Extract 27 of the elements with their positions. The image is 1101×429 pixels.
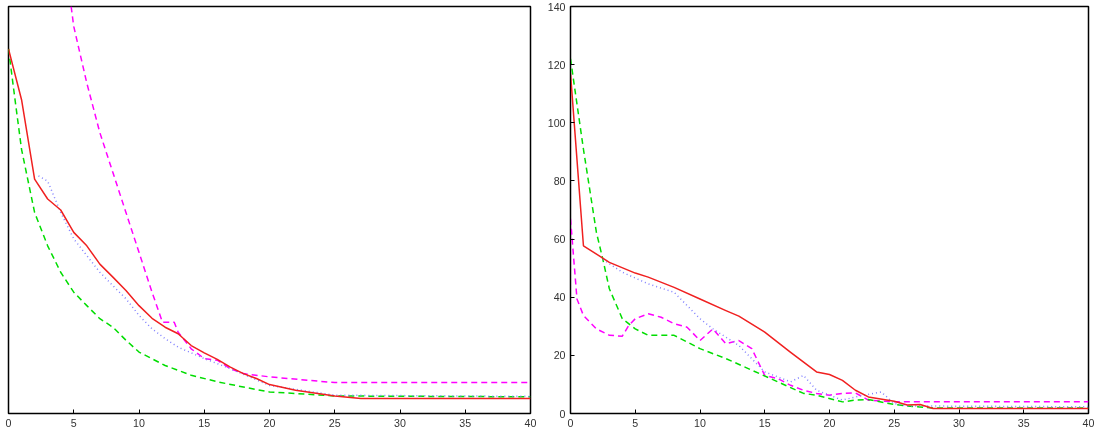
x-tick-label: 35 [459,416,472,429]
x-tick-label: 25 [328,416,341,429]
x-tick-label: 25 [888,416,901,429]
x-tick-label: 30 [953,416,965,429]
x-tick-label: 5 [70,416,77,429]
line-series [602,258,1089,408]
x-tick-label: 15 [198,416,211,429]
x-tick-label: 40 [524,416,537,429]
x-tick-label: 30 [394,416,406,429]
x-tick-label: 35 [1017,416,1030,429]
y-tick-label: 80 [553,174,566,187]
x-tick-label: 0 [5,416,12,429]
x-tick-label: 0 [567,416,574,429]
x-tick-label: 40 [1082,416,1095,429]
y-tick-label: 120 [547,58,566,71]
y-tick-label: 60 [553,233,566,246]
y-tick-label: 40 [553,291,566,304]
y-tick-label: 20 [553,349,566,362]
y-tick-label: 0 [559,407,566,420]
x-tick-label: 10 [133,416,145,429]
y-tick-label: 100 [547,116,566,129]
x-tick-label: 10 [694,416,706,429]
x-tick-label: 20 [823,416,836,429]
x-tick-label: 15 [758,416,771,429]
y-tick-label: 140 [547,0,566,13]
x-tick-label: 20 [263,416,276,429]
x-tick-label: 5 [632,416,639,429]
